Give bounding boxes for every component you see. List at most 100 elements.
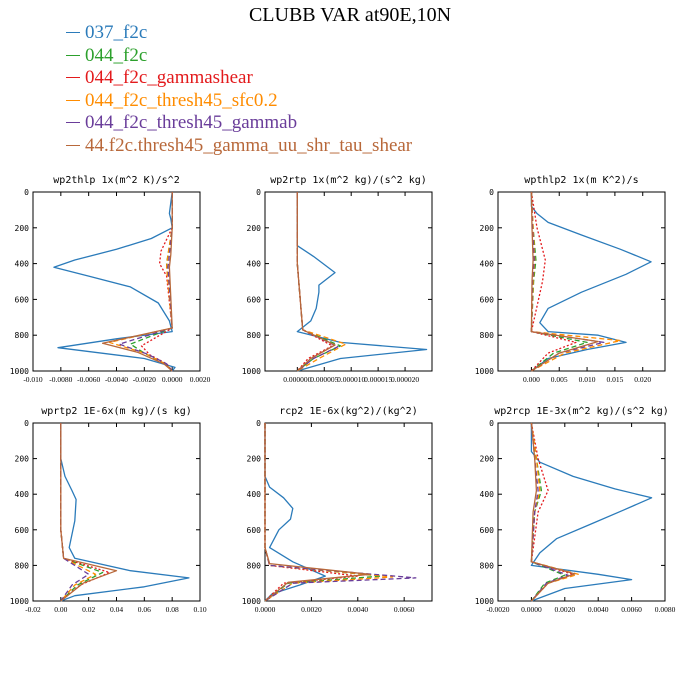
series-line bbox=[101, 192, 173, 372]
legend: 037_f2c 044_f2c 044_f2c_gammashear 044_f… bbox=[66, 22, 412, 157]
x-tick-label: 0.0000 bbox=[162, 375, 183, 384]
series-line bbox=[140, 192, 173, 372]
legend-item: 044_f2c_thresh45_sfc0.2 bbox=[66, 90, 412, 113]
y-tick-label: 400 bbox=[15, 490, 30, 499]
y-tick-label: 1000 bbox=[475, 367, 494, 376]
x-tick-label: 0.000010 bbox=[337, 375, 365, 384]
series-line bbox=[530, 191, 599, 372]
figure-title: CLUBB VAR at90E,10N bbox=[248, 4, 452, 26]
series-line bbox=[60, 423, 104, 602]
y-tick-label: 0 bbox=[489, 419, 494, 428]
y-tick-label: 0 bbox=[256, 188, 261, 197]
legend-label: 044_f2c_thresh45_gammab bbox=[85, 112, 298, 133]
y-tick-label: 1000 bbox=[10, 367, 29, 376]
y-tick-label: 0 bbox=[256, 419, 261, 428]
series-line bbox=[296, 192, 333, 372]
plot-frame bbox=[264, 191, 433, 372]
panel-title: wp2rcp 1E-3x(m^2 kg)/(s^2 kg) bbox=[494, 406, 669, 417]
x-tick-label: -0.0040 bbox=[105, 375, 128, 384]
y-tick-label: 200 bbox=[15, 455, 30, 464]
y-tick-label: 800 bbox=[480, 331, 495, 340]
y-tick-label: 600 bbox=[247, 526, 262, 535]
panel-title: wprtp2 1E-6x(m kg)/(s kg) bbox=[41, 406, 192, 417]
x-tick-label: 0.005 bbox=[551, 375, 568, 384]
x-tick-label: 0.06 bbox=[138, 605, 151, 614]
chart-panel: wprtp2 1E-6x(m kg)/(s kg) 0 200 400 600 800 10… bbox=[10, 406, 207, 614]
chart-panel: rcp2 1E-6x(kg^2)/(kg^2) 0 200 400 600 800 1000… bbox=[242, 406, 433, 614]
y-tick-label: 1000 bbox=[10, 597, 29, 606]
panel-title: wp2thlp 1x(m^2 K)/s^2 bbox=[53, 175, 179, 186]
series-line bbox=[530, 422, 566, 602]
y-tick-label: 400 bbox=[15, 260, 30, 269]
legend-item: 44.f2c.thresh45_gamma_uu_shr_tau_shear bbox=[66, 135, 412, 158]
x-tick-label: 0.0020 bbox=[301, 605, 322, 614]
series-line bbox=[264, 423, 394, 602]
legend-swatch bbox=[66, 32, 80, 34]
plot-frame bbox=[497, 422, 666, 602]
y-tick-label: 600 bbox=[480, 526, 495, 535]
chart-panel: wpthlp2 1x(m K^2)/s 0 200 400 600 800 1000 0.00… bbox=[475, 175, 666, 384]
y-tick-label: 400 bbox=[480, 260, 495, 269]
y-tick-label: 0 bbox=[489, 188, 494, 197]
series-line bbox=[108, 192, 173, 372]
x-tick-label: 0.0060 bbox=[394, 605, 415, 614]
x-tick-label: 0.000000 bbox=[283, 375, 311, 384]
x-tick-label: -0.0020 bbox=[133, 375, 156, 384]
x-tick-label: 0.04 bbox=[110, 605, 123, 614]
legend-swatch bbox=[66, 54, 80, 56]
x-tick-label: 0.0000 bbox=[521, 605, 542, 614]
series-line bbox=[296, 192, 428, 372]
legend-swatch bbox=[66, 99, 80, 101]
series-line bbox=[129, 192, 173, 372]
series-line bbox=[530, 191, 577, 372]
panel-title: wp2rtp 1x(m^2 kg)/(s^2 kg) bbox=[270, 175, 427, 186]
chart-panel: wp2rcp 1E-3x(m^2 kg)/(s^2 kg)0 200 400 600 8… bbox=[475, 406, 676, 614]
legend-label: 044_f2c_gammashear bbox=[85, 67, 253, 88]
y-tick-label: 0 bbox=[24, 188, 29, 197]
legend-swatch bbox=[66, 144, 80, 146]
x-tick-label: -0.0080 bbox=[49, 375, 72, 384]
series-line bbox=[296, 192, 336, 372]
x-tick-label: 0.0040 bbox=[588, 605, 609, 614]
panel-title: rcp2 1E-6x(kg^2)/(kg^2) bbox=[279, 406, 417, 417]
chart-panel: wp2thlp 1x(m^2 K)/s^202004006008001000-0… bbox=[10, 175, 211, 384]
series-line bbox=[60, 423, 97, 602]
legend-item: 037_f2c bbox=[66, 22, 412, 45]
series-line bbox=[530, 192, 652, 372]
series-line bbox=[530, 422, 569, 602]
y-tick-label: 200 bbox=[247, 455, 262, 464]
x-tick-label: 0.02 bbox=[82, 605, 95, 614]
series-line bbox=[118, 192, 173, 372]
legend-label: 044_f2c_thresh45_sfc0.2 bbox=[85, 89, 278, 111]
y-tick-label: 200 bbox=[15, 224, 30, 233]
series-line bbox=[264, 423, 417, 602]
x-tick-label: 0.000005 bbox=[310, 375, 338, 384]
series-line bbox=[60, 423, 118, 602]
legend-item: 044_f2c_thresh45_gammab bbox=[66, 112, 412, 135]
x-tick-label: 0.0040 bbox=[347, 605, 368, 614]
legend-item: 044_f2c bbox=[66, 45, 412, 68]
y-tick-label: 400 bbox=[247, 490, 262, 499]
y-tick-label: 600 bbox=[15, 295, 30, 304]
plot-frame bbox=[32, 422, 201, 602]
y-tick-label: 600 bbox=[247, 295, 262, 304]
x-tick-label: -0.0060 bbox=[77, 375, 100, 384]
x-tick-label: -0.010 bbox=[23, 375, 43, 384]
x-tick-label: 0.010 bbox=[579, 375, 596, 384]
legend-label: 037_f2c bbox=[85, 22, 148, 43]
x-tick-label: 0.015 bbox=[606, 375, 623, 384]
y-tick-label: 200 bbox=[480, 224, 495, 233]
series-line bbox=[60, 423, 190, 602]
legend-item: 044_f2c_gammashear bbox=[66, 67, 412, 90]
series-line bbox=[264, 423, 359, 602]
series-line bbox=[530, 191, 588, 372]
series-line bbox=[530, 422, 576, 602]
x-tick-label: 0.000 bbox=[523, 375, 540, 384]
legend-label: 044_f2c bbox=[85, 44, 148, 66]
y-tick-label: 800 bbox=[480, 561, 495, 570]
legend-swatch bbox=[66, 77, 80, 79]
plot-frame bbox=[264, 422, 433, 602]
x-tick-label: 0.000015 bbox=[364, 375, 392, 384]
chart-panel: wp2rtp 1x(m^2 kg)/(s^2 kg) 0 200 400 600 800 1… bbox=[242, 175, 433, 384]
